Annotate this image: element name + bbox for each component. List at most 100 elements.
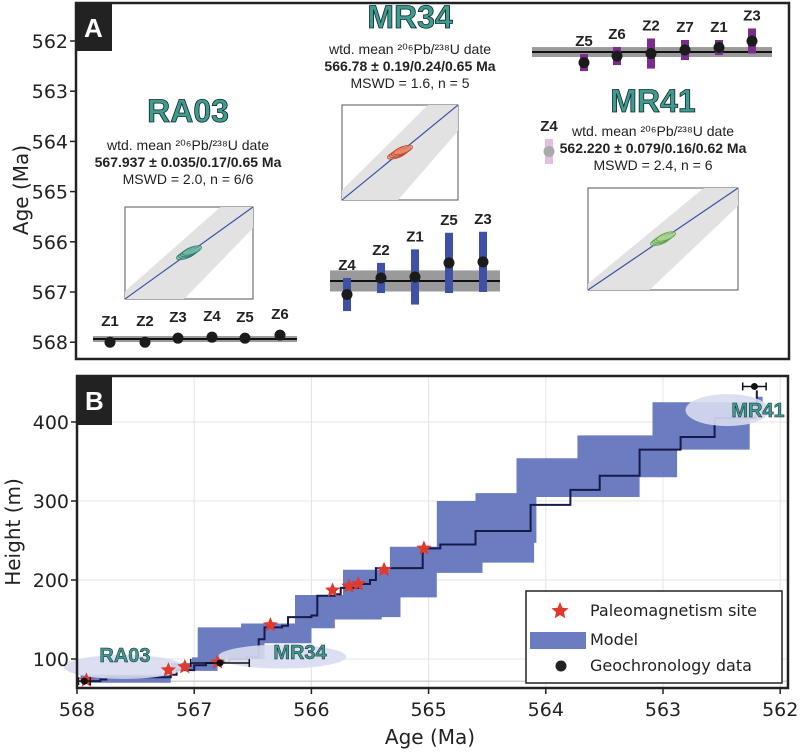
panel-b-frame — [75, 374, 790, 690]
grain-date-point — [341, 289, 353, 301]
geochronology-point — [80, 677, 88, 685]
geochronology-point — [750, 382, 758, 390]
grain-label: Z2 — [372, 242, 390, 259]
zircon-grain: Z6 — [608, 26, 626, 66]
panel-a-frame — [74, 1, 791, 361]
zircon-grain: Z3 — [169, 309, 187, 344]
zircon-grain: Z3 — [743, 7, 761, 54]
inset-content — [588, 188, 738, 290]
grain-date-point — [746, 35, 758, 47]
grain-date-point — [645, 48, 657, 60]
zircon-grain: Z1 — [710, 19, 728, 56]
grain-date-point — [543, 145, 555, 157]
paleomag-site-star — [324, 582, 341, 597]
legend-paleomag: Paleomagnetism site — [590, 601, 757, 620]
paleomag-site-star — [177, 658, 193, 674]
mswd: MSWD = 2.0, n = 6/6 — [123, 171, 254, 187]
zircon-grain: Z2 — [136, 313, 154, 348]
grain-label: Z5 — [440, 212, 458, 229]
sample-label-highlight — [63, 654, 184, 679]
grain-date-point — [239, 332, 251, 344]
grain-date-point — [679, 44, 691, 56]
analysis-ellipse — [182, 245, 202, 256]
panel-a-label: A — [84, 13, 103, 43]
legend-star-icon — [551, 602, 569, 619]
zircon-grain: Z7 — [676, 19, 694, 61]
panel-b-label: B — [85, 386, 104, 416]
paleomag-site-star — [262, 617, 278, 632]
grain-date-point — [172, 332, 184, 344]
panel-b-ticks: 568 567 566 565 564 563 562 100 200 300 400 — [33, 412, 799, 721]
grain-label: Z1 — [406, 228, 424, 245]
y-tick-label: 100 — [33, 649, 69, 671]
date-method: wtd. mean ²⁰⁶Pb/²³⁸U date — [106, 137, 269, 153]
grain-label: Z3 — [743, 7, 761, 24]
analysis-ellipse — [656, 231, 676, 242]
zircon-grain: Z4 — [203, 308, 221, 343]
model-envelope — [80, 396, 763, 685]
x-tick-label: 567 — [176, 699, 212, 721]
grain-label: Z2 — [136, 313, 154, 330]
sample-label: MR34 — [273, 642, 327, 664]
grain-date-point — [443, 257, 455, 269]
geochronology-point — [216, 659, 224, 667]
panel-b-y-label: Height (m) — [1, 478, 25, 586]
panel-a-y-label: Age (Ma) — [9, 145, 33, 235]
legend-geochron: Geochronology data — [590, 656, 752, 675]
x-tick-label: 562 — [762, 699, 798, 721]
y-tick-label: 565 — [32, 182, 68, 204]
grain-label: Z6 — [271, 306, 289, 323]
zircon-grain: Z5 — [575, 33, 593, 72]
grain-label: Z1 — [101, 313, 119, 330]
mswd: MSWD = 1.6, n = 5 — [350, 75, 469, 91]
sample-label-highlight — [685, 394, 770, 427]
sample-label-highlight — [218, 644, 347, 669]
date-value: 566.78 ± 0.19/0.24/0.65 Ma — [324, 58, 495, 74]
concordia-inset — [124, 206, 254, 300]
y-tick-label: 200 — [33, 570, 69, 592]
legend-dot-icon — [555, 660, 567, 672]
inset-content — [342, 105, 458, 200]
panel-b-x-label: Age (Ma) — [385, 725, 475, 749]
grain-label: Z7 — [676, 19, 694, 36]
grain-date-point — [477, 256, 489, 268]
grain-date-point — [139, 336, 151, 348]
grain-label: Z6 — [608, 26, 626, 43]
panel-a-label-box — [76, 3, 112, 51]
y-tick-label: 562 — [32, 31, 68, 53]
concordia-inset — [587, 187, 739, 291]
y-tick-label: 567 — [32, 282, 68, 304]
grain-date-point — [578, 57, 590, 69]
zircon-grain: Z4 — [338, 257, 356, 312]
grain-date-point — [206, 331, 218, 343]
sample-title: MR41 — [610, 83, 695, 119]
grain-label: Z1 — [710, 19, 728, 36]
panel-b-points — [77, 382, 767, 687]
zircon-grain: Z5 — [236, 309, 254, 344]
date-method: wtd. mean ²⁰⁶Pb/²³⁸U date — [571, 123, 734, 139]
grain-date-point — [274, 329, 286, 341]
panel-b-label-box — [77, 376, 112, 425]
grain-date-point — [713, 42, 725, 54]
legend-model-swatch — [530, 632, 586, 649]
grain-label: Z5 — [236, 309, 254, 326]
zircon-grain: Z4 — [540, 118, 558, 164]
paleomag-site-star — [350, 576, 366, 591]
panel-a: A Age (Ma) 562 563 564 565 566 567 568 RA03 wtd… — [9, 0, 791, 361]
grain-label: Z4 — [203, 308, 221, 325]
grain-label: Z4 — [338, 257, 356, 274]
grain-label: Z4 — [540, 118, 558, 135]
paleomag-site-star — [341, 578, 357, 593]
grain-date-point — [104, 336, 116, 348]
y-tick-label: 566 — [32, 232, 68, 254]
zircon-grain: Z3 — [474, 211, 492, 292]
grain-label: Z2 — [642, 17, 660, 34]
x-tick-label: 566 — [293, 699, 329, 721]
grain-date-point — [611, 50, 623, 62]
y-tick-label: 300 — [33, 491, 69, 513]
sample-label: RA03 — [99, 645, 150, 667]
